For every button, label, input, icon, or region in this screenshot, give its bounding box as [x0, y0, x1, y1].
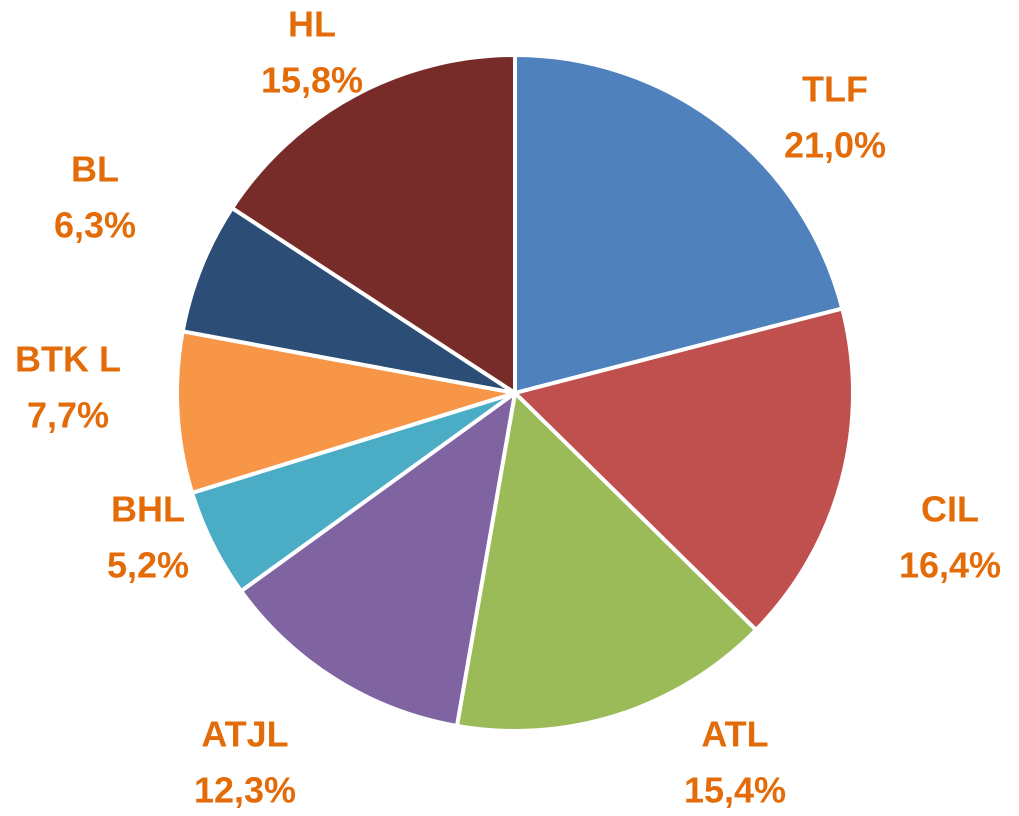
slice-label: BHL	[111, 489, 185, 530]
slice-value-label: 16,4%	[899, 545, 1001, 586]
pie-slice	[230, 53, 517, 395]
slice-value-label: 7,7%	[27, 395, 109, 436]
pie-slice	[513, 53, 845, 395]
slice-label: BTK L	[15, 339, 121, 380]
slice-value-label: 6,3%	[54, 205, 136, 246]
slice-value-label: 21,0%	[784, 125, 886, 166]
pie-slice	[513, 306, 855, 632]
slice-value-label: 15,8%	[261, 60, 363, 101]
slice-label: ATL	[701, 714, 768, 755]
slice-label: ATJL	[201, 714, 288, 755]
slice-value-label: 15,4%	[684, 770, 786, 811]
slice-value-label: 5,2%	[107, 545, 189, 586]
pie-slice	[454, 391, 759, 733]
slice-label: TLF	[802, 69, 868, 110]
slice-label: CIL	[921, 489, 979, 530]
pie-slice	[175, 329, 517, 495]
slice-label: HL	[288, 4, 336, 45]
slice-value-label: 12,3%	[194, 770, 296, 811]
slice-label: BL	[71, 149, 119, 190]
pie-slice	[239, 391, 517, 728]
pie-slice	[180, 206, 517, 395]
